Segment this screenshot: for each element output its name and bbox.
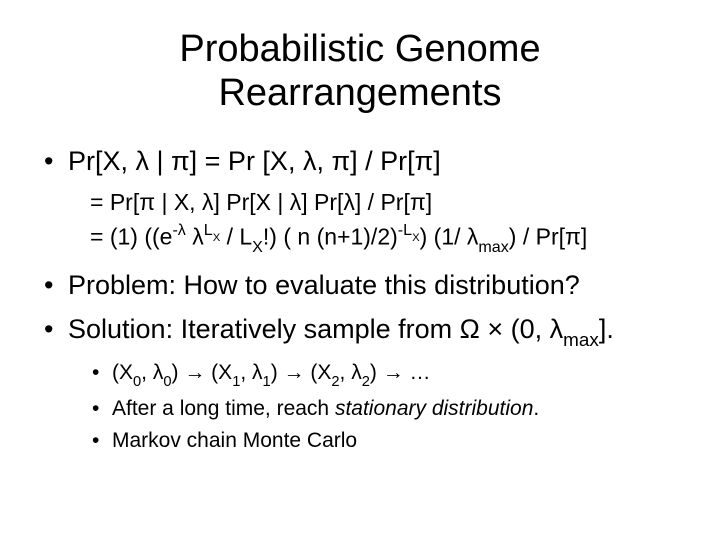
bullet-3-text: Solution: Iteratively sample from Ω × (0…	[68, 314, 614, 344]
bullet-3-sub-3: Markov chain Monte Carlo	[68, 426, 680, 456]
bullet-1-sub-1: = Pr[π | X, λ] Pr[X | λ] Pr[λ] / Pr[π]	[68, 186, 680, 218]
bullet-2: Problem: How to evaluate this distributi…	[40, 267, 680, 303]
slide-title: Probabilistic Genome Rearrangements	[40, 28, 680, 115]
title-line-1: Probabilistic Genome	[179, 28, 540, 70]
bullet-3-sublist: (X0, λ0) → (X1, λ1) → (X2, λ2) → … After…	[68, 358, 680, 456]
bullet-1-sublist: = Pr[π | X, λ] Pr[X | λ] Pr[λ] / Pr[π] =…	[68, 186, 680, 257]
bullet-3-sub-2: After a long time, reach stationary dist…	[68, 394, 680, 424]
title-line-2: Rearrangements	[218, 72, 501, 114]
bullet-3: Solution: Iteratively sample from Ω × (0…	[40, 311, 680, 456]
bullet-1-sub-2: = (1) ((e-λ λLX / LX!) ( n (n+1)/2)-LX) …	[68, 220, 680, 257]
slide: Probabilistic Genome Rearrangements Pr[X…	[0, 0, 720, 540]
bullet-list: Pr[X, λ | π] = Pr [X, λ, π] / Pr[π] = Pr…	[40, 143, 680, 456]
bullet-1-text: Pr[X, λ | π] = Pr [X, λ, π] / Pr[π]	[68, 146, 441, 176]
bullet-1: Pr[X, λ | π] = Pr [X, λ, π] / Pr[π] = Pr…	[40, 143, 680, 256]
bullet-3-sub-1: (X0, λ0) → (X1, λ1) → (X2, λ2) → …	[68, 358, 680, 392]
